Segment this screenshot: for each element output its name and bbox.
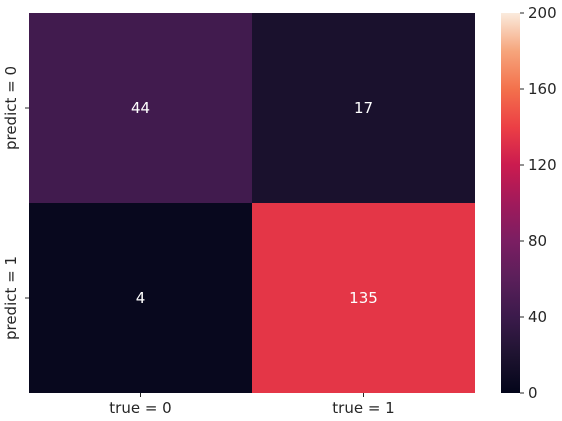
- x-axis-ticks: true = 0 true = 1: [109, 393, 395, 417]
- colorbar-tick-label: 40: [528, 308, 547, 326]
- y-axis-ticks: predict = 0 predict = 1: [2, 66, 29, 340]
- colorbar-ticks: 0 40 80 120 160 200: [520, 4, 557, 402]
- heatmap-cell: [252, 13, 475, 203]
- heatmap-cell: [29, 203, 252, 393]
- y-tick-label: predict = 1: [2, 256, 20, 340]
- cell-value-label: 135: [349, 289, 378, 307]
- x-tick-label: true = 0: [109, 399, 171, 417]
- heatmap-cell: [29, 13, 252, 203]
- cell-value-label: 17: [354, 99, 373, 117]
- cell-annotations: 44 17 4 135: [131, 99, 378, 307]
- y-tick-label: predict = 0: [2, 66, 20, 150]
- colorbar-gradient: [501, 13, 520, 393]
- colorbar-tick-label: 200: [528, 4, 557, 22]
- colorbar: [501, 13, 520, 393]
- colorbar-tick-label: 120: [528, 156, 557, 174]
- x-tick-label: true = 1: [332, 399, 394, 417]
- colorbar-tick-label: 80: [528, 232, 547, 250]
- cell-value-label: 4: [136, 289, 146, 307]
- cell-value-label: 44: [131, 99, 150, 117]
- heatmap-cell: [252, 203, 475, 393]
- colorbar-tick-label: 160: [528, 80, 557, 98]
- heatmap-cells: [29, 13, 475, 393]
- colorbar-tick-label: 0: [528, 384, 538, 402]
